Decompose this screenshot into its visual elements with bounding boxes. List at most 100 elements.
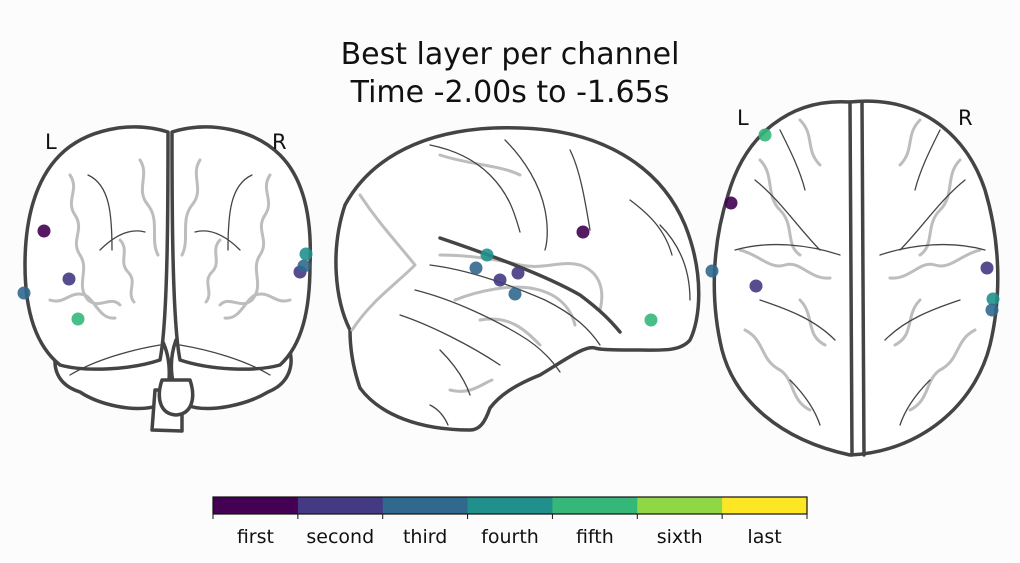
coronal-left-hemisphere <box>23 125 170 371</box>
sagittal-sulcus <box>453 285 577 327</box>
axial-fissure <box>734 243 841 256</box>
colorbar-frame <box>212 496 808 515</box>
axial-right-label: R <box>958 106 973 130</box>
coronal-sulcus <box>48 292 117 320</box>
figure-title: Best layer per channel Time -2.00s to -1… <box>0 36 1020 112</box>
sagittal-sulcus <box>438 253 604 312</box>
colorbar-segment-last <box>722 497 808 514</box>
sagittal-lateral-fissure <box>438 236 622 334</box>
electrode-marker <box>297 259 311 273</box>
axial-sulcus <box>798 118 822 167</box>
coronal-fissure <box>194 230 241 251</box>
colorbar-label-second: second <box>306 526 374 548</box>
colorbar-label-third: third <box>403 526 447 548</box>
electrode-marker <box>749 279 763 293</box>
coronal-sulcus <box>68 173 122 307</box>
axial-sulcus <box>743 328 812 412</box>
sagittal-fissure <box>569 149 591 231</box>
axial-sulcus <box>908 328 977 412</box>
sagittal-fissure <box>414 289 561 373</box>
electrode-marker <box>758 128 772 142</box>
electrode-marker <box>986 292 1000 306</box>
axial-sulcus <box>893 298 922 347</box>
coronal-right-hemisphere <box>170 125 313 371</box>
coronal-sulcus <box>204 238 222 304</box>
electrode-marker <box>493 273 507 287</box>
coronal-view: L R <box>23 125 313 433</box>
coronal-fissure <box>99 230 146 251</box>
electrode-marker <box>480 248 494 262</box>
axial-sulcus <box>758 158 802 257</box>
coronal-sulcus <box>218 173 272 307</box>
axial-view: L R <box>712 99 1000 457</box>
axial-left-label: L <box>737 106 749 130</box>
sagittal-fissure <box>504 139 548 251</box>
sagittal-fissure <box>659 224 691 301</box>
title-line-1: Best layer per channel <box>340 37 680 72</box>
coronal-sulcus <box>180 158 202 257</box>
coronal-sulcus <box>118 238 136 304</box>
sagittal-sulcus <box>350 193 417 332</box>
axial-fissure <box>879 243 986 256</box>
axial-fissure <box>884 299 961 341</box>
electrode-marker <box>71 312 85 326</box>
sagittal-fissure <box>429 404 449 426</box>
axial-midline-2 <box>860 100 866 457</box>
axial-fissure <box>759 299 836 341</box>
axial-fissure <box>789 379 821 426</box>
sagittal-fissure <box>429 264 601 346</box>
electrode-marker <box>985 303 999 317</box>
colorbar-segment-second <box>297 497 384 514</box>
axial-sulcus <box>898 118 922 167</box>
colorbar: first second third fourth fifth sixth last <box>212 496 808 548</box>
coronal-pons <box>157 378 195 417</box>
electrode-marker <box>724 196 738 210</box>
sagittal-sulcus <box>448 378 494 393</box>
electrode-markers <box>17 128 1000 327</box>
sagittal-fissure <box>399 314 501 366</box>
electrode-marker <box>644 313 658 327</box>
electrode-marker <box>980 261 994 275</box>
axial-sulcus <box>738 248 832 280</box>
axial-sulcus <box>798 298 827 347</box>
axial-brain-outline <box>712 99 1000 457</box>
sagittal-fissure <box>429 144 521 233</box>
colorbar-segment-first <box>213 497 299 514</box>
coronal-sulcus <box>223 292 292 320</box>
electrode-marker <box>299 247 313 261</box>
axial-fissure <box>899 179 966 251</box>
colorbar-segment-fourth <box>467 497 553 514</box>
coronal-fissure <box>69 344 161 376</box>
colorbar-label-last: last <box>747 526 781 548</box>
axial-fissure <box>754 179 821 251</box>
electrode-marker <box>511 266 525 280</box>
electrode-marker <box>469 261 483 275</box>
colorbar-label-sixth: sixth <box>657 526 703 548</box>
axial-midline <box>848 100 854 457</box>
sagittal-sulcus <box>478 317 542 347</box>
axial-sulcus <box>888 248 982 280</box>
axial-sulcus <box>918 158 962 257</box>
coronal-right-label: R <box>272 130 287 154</box>
sagittal-sulcus <box>438 153 522 177</box>
electrode-marker <box>576 225 590 239</box>
axial-fissure <box>779 129 806 191</box>
sagittal-fissure <box>439 349 471 396</box>
colorbar-segment-third <box>382 497 469 514</box>
electrode-marker <box>705 264 719 278</box>
coronal-sulcus <box>138 158 160 257</box>
electrode-marker <box>17 286 31 300</box>
colorbar-segment-sixth <box>637 497 723 514</box>
axial-fissure <box>914 129 941 191</box>
electrode-marker <box>37 224 51 238</box>
colorbar-label-first: first <box>237 526 274 548</box>
title-line-2: Time -2.00s to -1.65s <box>350 75 670 110</box>
coronal-left-label: L <box>45 130 57 154</box>
coronal-fissure <box>179 344 271 376</box>
electrode-marker <box>62 272 76 286</box>
colorbar-label-fifth: fifth <box>576 526 614 548</box>
colorbar-segment-fifth <box>552 497 638 514</box>
sagittal-fissure <box>629 199 673 256</box>
electrode-marker <box>508 287 522 301</box>
